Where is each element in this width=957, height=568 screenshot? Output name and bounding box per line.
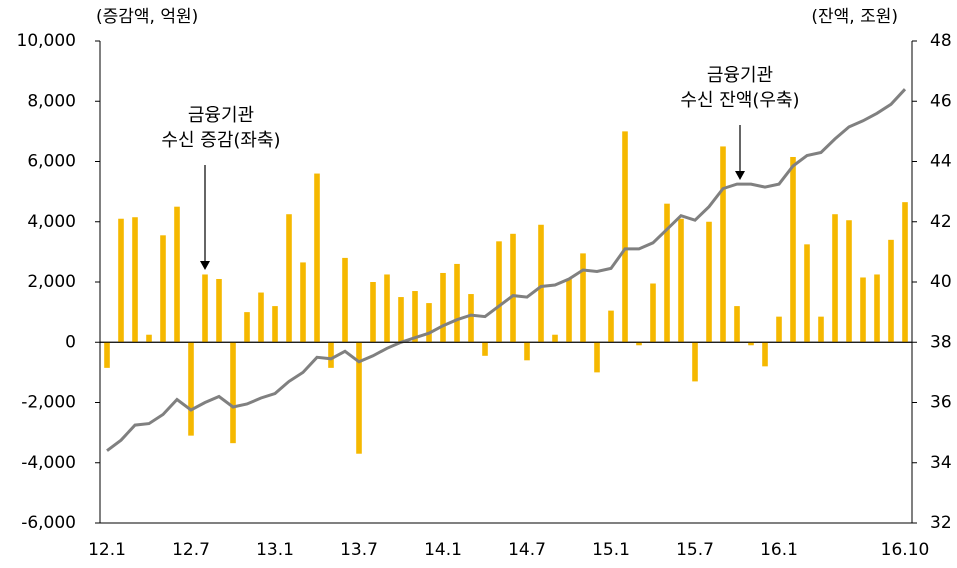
bar bbox=[104, 342, 110, 368]
bar bbox=[510, 233, 516, 343]
bar bbox=[804, 244, 810, 343]
bar bbox=[734, 306, 740, 343]
bar bbox=[244, 312, 250, 343]
annotation-arrowhead bbox=[200, 261, 210, 270]
y2-tick-label: 38 bbox=[930, 332, 952, 352]
y2-tick-label: 46 bbox=[930, 91, 952, 111]
bar bbox=[902, 202, 908, 343]
bar bbox=[552, 334, 558, 343]
x-tick-label: 12.1 bbox=[88, 540, 126, 560]
bar bbox=[832, 214, 838, 343]
x-tick-label: 14.7 bbox=[508, 540, 546, 560]
bar bbox=[678, 218, 684, 343]
bar bbox=[790, 156, 796, 343]
bar bbox=[664, 203, 670, 343]
bar bbox=[286, 214, 292, 343]
y2-tick-label: 48 bbox=[930, 31, 952, 51]
bar bbox=[468, 294, 474, 343]
x-tick-label: 13.1 bbox=[256, 540, 294, 560]
y-tick-label: 0 bbox=[65, 332, 76, 352]
bar bbox=[370, 282, 376, 343]
annotation-arrowhead bbox=[735, 171, 745, 180]
y-tick-label: 6,000 bbox=[27, 152, 76, 172]
bar bbox=[300, 262, 306, 343]
bar bbox=[888, 239, 894, 343]
bar bbox=[748, 342, 754, 346]
bar bbox=[860, 277, 866, 343]
bar bbox=[440, 272, 446, 343]
bar bbox=[538, 224, 544, 343]
x-tick-label: 15.7 bbox=[676, 540, 714, 560]
annotation: 수신 잔액(우축) bbox=[680, 90, 799, 111]
bar bbox=[594, 342, 600, 373]
bar bbox=[356, 342, 362, 454]
bar bbox=[132, 217, 138, 343]
y-tick-label: -2,000 bbox=[21, 393, 76, 413]
x-tick-label: 13.7 bbox=[340, 540, 378, 560]
bar bbox=[258, 292, 264, 343]
bar bbox=[706, 221, 712, 343]
bar bbox=[146, 334, 152, 343]
bar bbox=[342, 257, 348, 343]
bar bbox=[496, 241, 502, 343]
y2-axis-label: (잔액, 조원) bbox=[811, 7, 898, 27]
bar bbox=[762, 342, 768, 367]
bar bbox=[272, 306, 278, 343]
x-tick-label: 16.10 bbox=[881, 540, 930, 560]
bar bbox=[230, 342, 236, 444]
x-tick-label: 16.1 bbox=[760, 540, 798, 560]
bar bbox=[314, 173, 320, 343]
bar bbox=[398, 297, 404, 343]
annotation: 금융기관 bbox=[188, 105, 254, 126]
bar bbox=[874, 274, 880, 343]
y2-tick-label: 36 bbox=[930, 393, 952, 413]
bar bbox=[160, 235, 166, 343]
bar bbox=[524, 342, 530, 361]
bar bbox=[454, 263, 460, 343]
line bbox=[106, 88, 907, 452]
annotation: 금융기관 bbox=[707, 65, 773, 86]
y2-tick-label: 40 bbox=[930, 272, 952, 292]
y-tick-label: 4,000 bbox=[27, 212, 76, 232]
x-tick-label: 14.1 bbox=[424, 540, 462, 560]
y-tick-label: 2,000 bbox=[27, 272, 76, 292]
bar bbox=[608, 310, 614, 343]
bar bbox=[720, 146, 726, 343]
x-tick-label: 15.1 bbox=[592, 540, 630, 560]
y-tick-label: 8,000 bbox=[27, 91, 76, 111]
bar bbox=[650, 283, 656, 343]
y2-tick-label: 32 bbox=[930, 513, 952, 533]
bar bbox=[328, 342, 334, 368]
y2-tick-label: 44 bbox=[930, 152, 952, 172]
bar bbox=[846, 220, 852, 343]
y2-tick-label: 42 bbox=[930, 212, 952, 232]
bar bbox=[566, 278, 572, 343]
bar bbox=[216, 278, 222, 343]
y2-tick-label: 34 bbox=[930, 453, 952, 473]
bar bbox=[188, 342, 194, 436]
bar bbox=[692, 342, 698, 382]
y-axis-label: (증감액, 억원) bbox=[96, 7, 198, 27]
bar bbox=[426, 303, 432, 343]
bar bbox=[384, 274, 390, 343]
annotation: 수신 증감(좌축) bbox=[161, 130, 280, 151]
bar bbox=[636, 342, 642, 346]
y-tick-label: 10,000 bbox=[17, 31, 76, 51]
y-tick-label: -4,000 bbox=[21, 453, 76, 473]
bar bbox=[118, 218, 124, 343]
y-tick-label: -6,000 bbox=[21, 513, 76, 533]
bar bbox=[622, 131, 628, 343]
bar bbox=[818, 316, 824, 343]
bar bbox=[482, 342, 488, 356]
bar bbox=[174, 206, 180, 343]
bar bbox=[580, 253, 586, 343]
x-tick-label: 12.7 bbox=[172, 540, 210, 560]
bar bbox=[412, 291, 418, 343]
bar bbox=[776, 316, 782, 343]
bar bbox=[202, 274, 208, 343]
